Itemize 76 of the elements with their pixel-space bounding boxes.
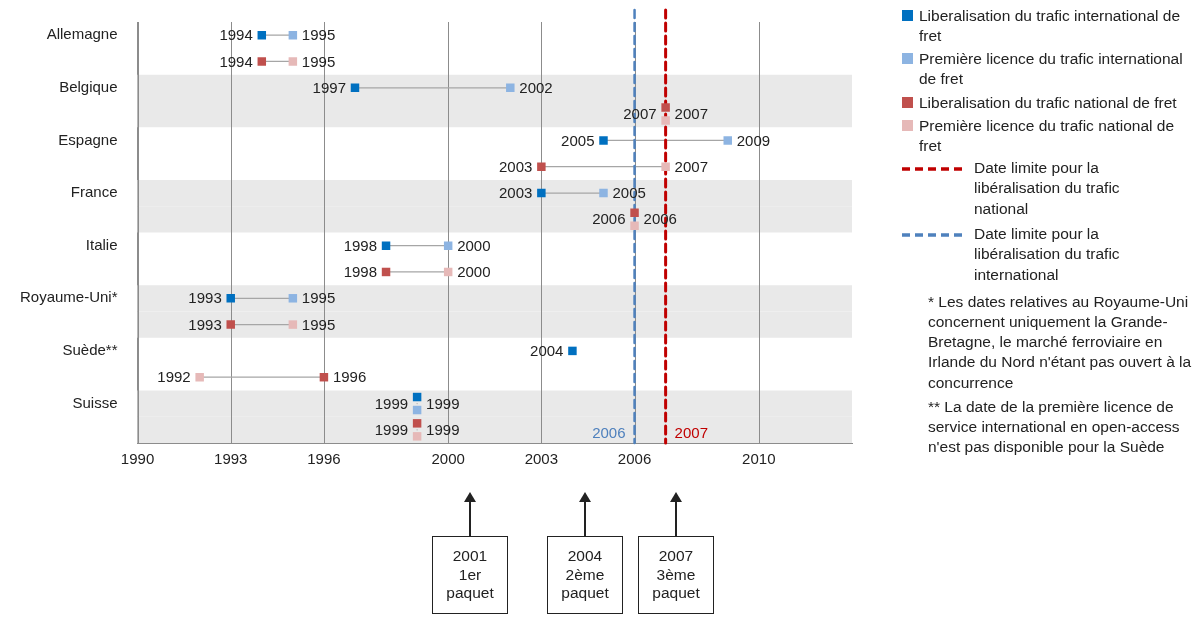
data-label: 2007 (623, 105, 657, 123)
legend-label: Liberalisation du trafic national de fret (919, 92, 1177, 113)
data-label: 1995 (301, 52, 336, 70)
y-tick-label: Royaume-Uni* (19, 288, 118, 306)
data-label: 2005 (612, 184, 646, 202)
point (226, 320, 235, 329)
point (568, 346, 577, 356)
legend-label: Première licence du trafic national de fret (919, 115, 1176, 156)
y-tick-label: Espagne (58, 130, 118, 148)
text: Date limite pour la libéralisation du trafic national (974, 159, 1120, 217)
y-tick-label: Suisse (72, 393, 118, 411)
point (506, 83, 515, 93)
data-label: 2000 (457, 263, 491, 281)
x-tick-label: 1993 (214, 450, 248, 468)
data-label: 1996 (332, 368, 367, 386)
x-tick-label: 2003 (524, 450, 559, 468)
point (599, 188, 608, 198)
x-tick-label: 2010 (742, 450, 776, 468)
point (537, 188, 546, 198)
data-label: 1995 (301, 26, 336, 44)
data-label: 2009 (736, 131, 771, 149)
point (381, 241, 391, 250)
data-label: 1993 (188, 315, 222, 333)
data-label: 1999 (374, 394, 409, 412)
data-label: 1998 (343, 236, 378, 254)
text: 2004 2ème paquet (561, 547, 609, 603)
text: 2007 3ème paquet (652, 547, 700, 603)
point (288, 320, 298, 329)
legend-label: Liberalisation du trafic international de fret (919, 6, 1182, 47)
point (288, 294, 298, 303)
point (195, 372, 204, 382)
data-label: 1999 (426, 394, 460, 412)
y-tick-label: Allemagne (46, 25, 118, 43)
data-label: 2007 (674, 105, 708, 123)
data-label: 2002 (519, 78, 553, 96)
data-label: 2005 (561, 131, 595, 149)
point (288, 57, 298, 66)
point (443, 241, 453, 250)
data-label: 2004 (530, 342, 564, 360)
point (226, 294, 235, 303)
ref-line-label: 2007 (674, 423, 708, 441)
point (599, 136, 608, 145)
data-label: 1994 (219, 52, 253, 70)
y-tick-label: France (70, 183, 118, 201)
data-label: 1997 (312, 78, 346, 96)
data-label: 1993 (188, 289, 222, 307)
data-label: 1995 (301, 289, 336, 307)
y-tick-label: Suède** (62, 341, 118, 359)
x-tick-label: 1996 (307, 450, 341, 468)
x-tick-label: 1990 (120, 450, 155, 468)
legend-label: Première licence du trafic international de fret (919, 49, 1184, 90)
text: Date limite pour la libéralisation du trafic international (974, 225, 1120, 283)
text: * Les dates relatives au Royaume-Uni concernent uniquement la Grande-Bretagne, le marché ferroviaire en Irlande du Nord n'étant pas ouvert à la concurrence (927, 292, 1193, 393)
text: 2001 1er paquet (446, 547, 494, 603)
data-label: 1999 (426, 420, 460, 438)
data-label: 2006 (592, 210, 626, 228)
data-label: 1992 (157, 368, 191, 386)
x-tick-label: 2000 (431, 450, 465, 468)
data-label: 2000 (457, 236, 491, 254)
point (723, 136, 732, 145)
data-label: 2006 (643, 210, 677, 228)
text: ** La date de la première licence de service international en open-access n'est pas disponible pour la Suède (927, 396, 1181, 457)
point (661, 162, 670, 171)
ref-line-label: 2006 (592, 423, 626, 441)
y-tick-label: Belgique (59, 77, 118, 95)
data-label: 1999 (374, 420, 409, 438)
point (257, 57, 267, 66)
data-label: 1998 (343, 263, 378, 281)
data-label: 2003 (498, 184, 533, 202)
point (537, 162, 546, 171)
data-label: 1994 (219, 26, 253, 44)
y-tick-label: Italie (85, 235, 118, 253)
x-tick-label: 2006 (617, 450, 652, 468)
data-label: 2003 (498, 157, 533, 175)
data-label: 2007 (674, 157, 708, 175)
data-label: 1995 (301, 315, 336, 333)
